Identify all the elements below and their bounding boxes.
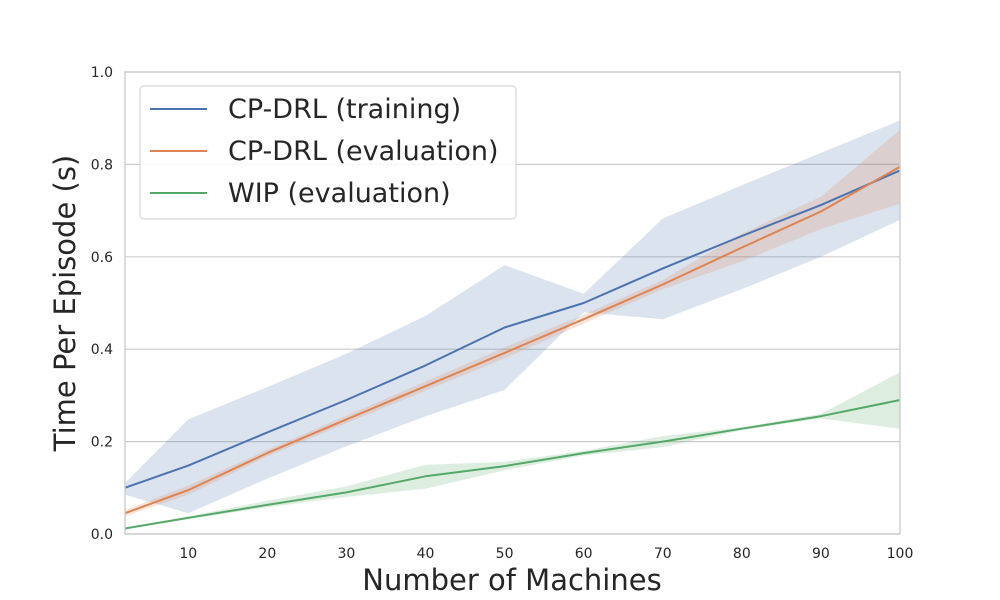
data-point-cp-drl-training [583, 302, 585, 304]
data-point-cp-drl-training [504, 326, 506, 328]
series-line-cp-drl-evaluation [124, 165, 901, 515]
y-tick-label: 0.4 [91, 342, 113, 358]
x-tick-label: 80 [733, 546, 751, 562]
legend-label-cp-drl-evaluation: CP-DRL (evaluation) [228, 136, 499, 167]
data-point-cp-drl-training [425, 364, 427, 366]
data-point-wip-evaluation [662, 441, 664, 443]
data-point-wip-evaluation [504, 465, 506, 467]
data-point-wip-evaluation [583, 452, 585, 454]
tick-labels: 0.0 0.2 0.4 0.6 0.8 1.0 10 20 30 40 50 60 70 80 90 100 [91, 65, 914, 562]
series-lines [124, 165, 901, 530]
data-point-cp-drl-evaluation [266, 452, 268, 454]
data-point-wip-evaluation [266, 504, 268, 506]
x-tick-label: 50 [496, 546, 514, 562]
legend-box [139, 85, 517, 220]
x-tick-label: 90 [812, 546, 830, 562]
y-tick-label: 0.0 [91, 527, 113, 543]
confidence-bands [125, 120, 900, 530]
y-tick-label: 0.6 [91, 250, 113, 266]
data-point-cp-drl-evaluation [425, 385, 427, 387]
data-point-cp-drl-evaluation [741, 247, 743, 249]
plot-frame [124, 71, 901, 535]
data-point-wip-evaluation [741, 428, 743, 430]
y-axis-label: Time Per Episode (s) [48, 155, 82, 452]
band-cp-drl-training [125, 120, 900, 514]
data-point-cp-drl-training [662, 267, 664, 269]
x-tick-label: 70 [654, 546, 672, 562]
x-tick-label: 100 [887, 546, 914, 562]
y-tick-label: 1.0 [91, 65, 113, 81]
x-axis-label: Number of Machines [362, 563, 661, 597]
data-point-cp-drl-evaluation [504, 352, 506, 354]
data-point-wip-evaluation [187, 517, 189, 519]
data-point-cp-drl-evaluation [583, 318, 585, 320]
y-tick-label: 0.8 [91, 157, 113, 173]
y-tick-label: 0.2 [91, 435, 113, 451]
data-point-cp-drl-evaluation [820, 211, 822, 213]
data-point-cp-drl-training [187, 465, 189, 467]
data-point-wip-evaluation [345, 491, 347, 493]
band-wip-evaluation [125, 372, 900, 530]
data-point-wip-evaluation [820, 415, 822, 417]
legend: CP-DRL (training) CP-DRL (evaluation) WI… [139, 85, 517, 220]
series-line-wip-evaluation [124, 399, 901, 530]
x-tick-label: 20 [258, 546, 276, 562]
x-tick-label: 30 [338, 546, 356, 562]
legend-label-wip-evaluation: WIP (evaluation) [228, 178, 451, 209]
data-point-cp-drl-evaluation [662, 284, 664, 286]
data-point-cp-drl-training [345, 399, 347, 401]
data-point-cp-drl-evaluation [187, 489, 189, 491]
x-tick-label: 10 [179, 546, 197, 562]
data-point-cp-drl-training [741, 235, 743, 237]
legend-label-cp-drl-training: CP-DRL (training) [228, 94, 461, 125]
data-point-cp-drl-training [820, 204, 822, 206]
series-line-cp-drl-training [124, 169, 901, 489]
data-point-wip-evaluation [425, 475, 427, 477]
data-point-cp-drl-training [266, 431, 268, 433]
x-tick-label: 60 [575, 546, 593, 562]
x-tick-label: 40 [417, 546, 435, 562]
data-point-cp-drl-evaluation [345, 418, 347, 420]
